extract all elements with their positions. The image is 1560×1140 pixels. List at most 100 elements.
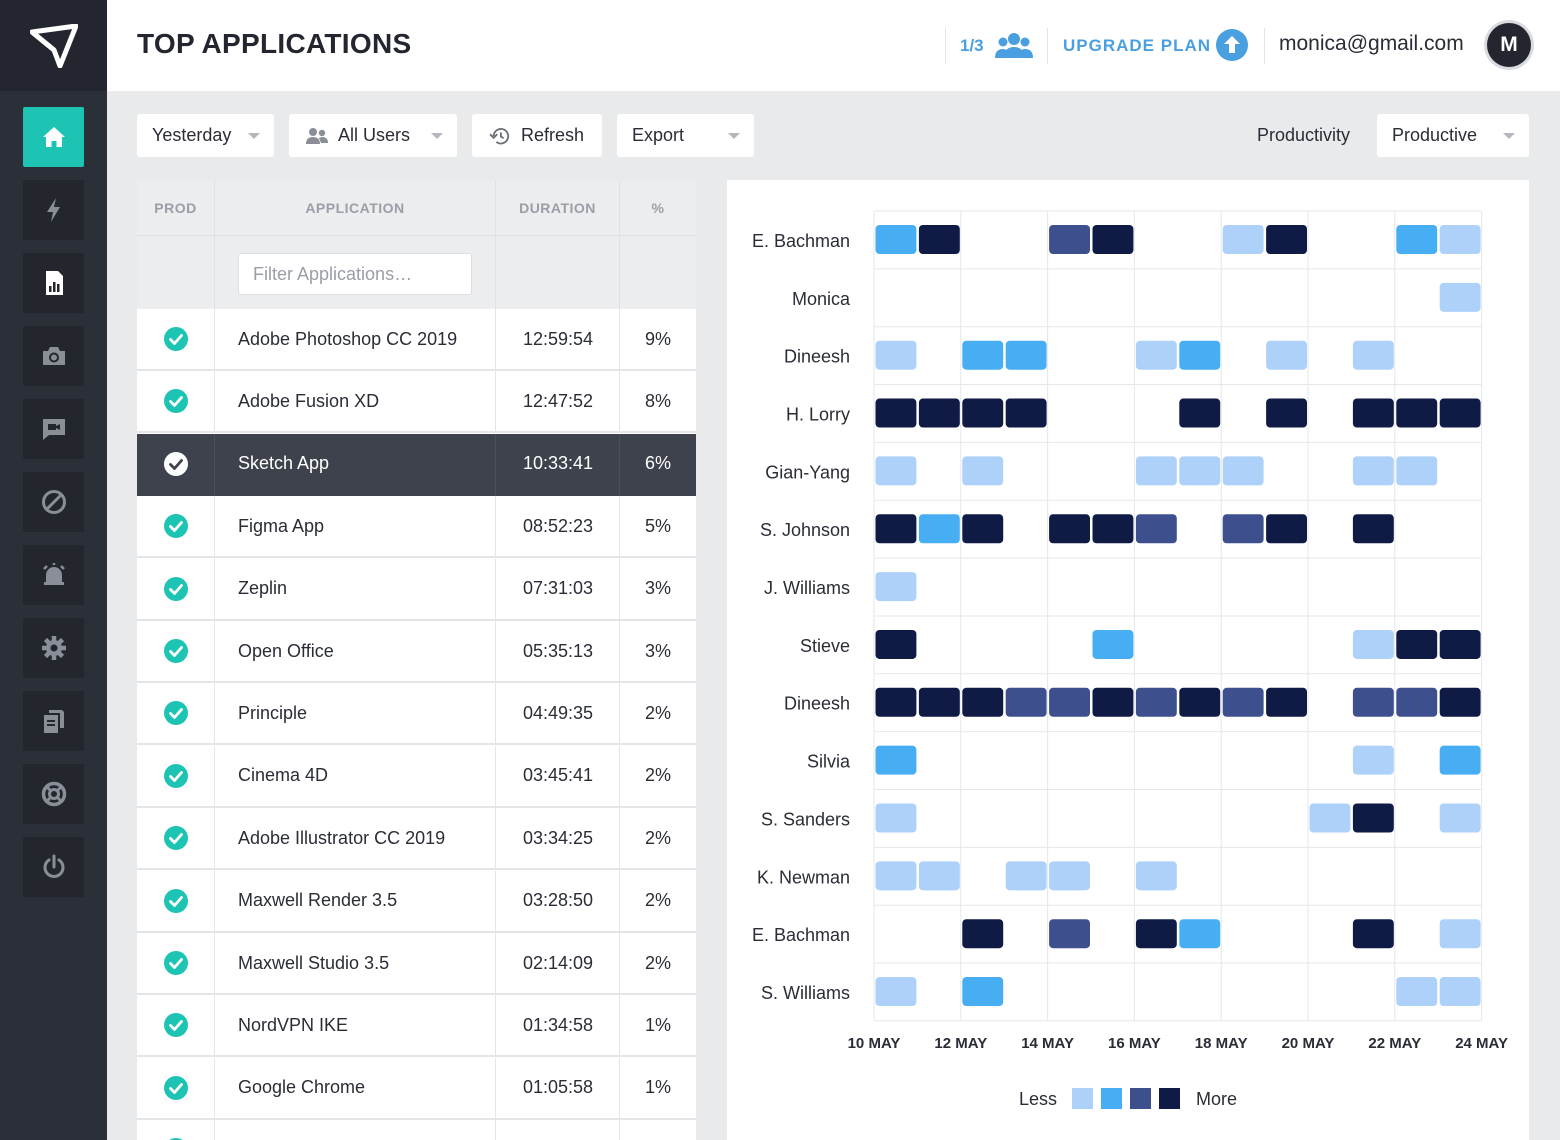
- filter-applications-input[interactable]: [238, 253, 472, 295]
- refresh-button[interactable]: Refresh: [472, 114, 602, 157]
- top-header: TOP APPLICATIONS 1/3 UPGRADE PLAN monica…: [107, 0, 1560, 91]
- table-row[interactable]: [137, 1120, 696, 1140]
- table-row[interactable]: Adobe Illustrator CC 2019 03:34:25 2%: [137, 808, 696, 871]
- application-name: Adobe Photoshop CC 2019: [238, 328, 458, 349]
- chevron-down-icon: [248, 133, 260, 139]
- x-axis-label: 12 MAY: [934, 1035, 987, 1052]
- duration-value: 07:31:03: [522, 578, 594, 599]
- prod-cell: [137, 434, 214, 494]
- nav-screenshots[interactable]: [23, 326, 84, 386]
- nav-alerts[interactable]: [23, 545, 84, 605]
- table-row[interactable]: Principle 04:49:35 2%: [137, 683, 696, 746]
- x-axis-label: 10 MAY: [848, 1035, 901, 1052]
- application-name: Google Chrome: [238, 1077, 366, 1098]
- date-filter-dropdown[interactable]: Yesterday: [137, 114, 274, 157]
- heatmap-cell: [1352, 629, 1394, 659]
- row-label: Stieve: [800, 636, 850, 656]
- percent-value: 2%: [644, 952, 671, 973]
- prod-cell: [137, 621, 214, 681]
- heatmap-cell: [1135, 340, 1177, 370]
- heatmap-cell: [1049, 861, 1090, 891]
- nav-settings[interactable]: [23, 618, 84, 678]
- column-header-prod[interactable]: PROD: [137, 180, 215, 235]
- heatmap-cell: [962, 398, 1004, 428]
- nav-home[interactable]: [23, 107, 84, 167]
- heatmap-cell: [1266, 687, 1307, 717]
- check-circle-icon: [163, 701, 188, 726]
- row-label: Dineesh: [784, 694, 850, 714]
- export-dropdown[interactable]: Export: [617, 114, 754, 157]
- row-label: S. Williams: [761, 983, 850, 1003]
- heatmap-chart: E. Bachman Monica Dineesh H. Lorry Gian-Yang…: [752, 210, 1508, 1109]
- table-row[interactable]: Sketch App 10:33:41 6%: [137, 433, 696, 496]
- logo-icon: [29, 23, 78, 68]
- heatmap-cell: [1266, 225, 1307, 254]
- heatmap-cell: [1266, 340, 1307, 370]
- nav-copies[interactable]: [23, 691, 84, 751]
- lightning-icon: [46, 198, 60, 222]
- prod-cell: [137, 808, 214, 868]
- application-name: Figma App: [238, 515, 325, 536]
- user-email[interactable]: monica@gmail.com: [1279, 32, 1464, 55]
- x-axis-label: 20 MAY: [1282, 1035, 1335, 1052]
- row-label: Monica: [792, 289, 851, 309]
- row-label: Silvia: [807, 752, 851, 772]
- check-circle-icon: [163, 1013, 188, 1038]
- column-header-percent[interactable]: %: [620, 180, 696, 235]
- column-header-duration[interactable]: DURATION: [496, 180, 620, 235]
- upgrade-plan-link[interactable]: UPGRADE PLAN: [1063, 36, 1212, 55]
- duration-value: 08:52:23: [522, 515, 594, 536]
- legend-swatch: [1159, 1088, 1180, 1109]
- table-row[interactable]: Adobe Fusion XD 12:47:52 8%: [137, 371, 696, 434]
- row-label: H. Lorry: [786, 404, 850, 424]
- table-row[interactable]: Figma App 08:52:23 5%: [137, 496, 696, 559]
- application-name: Adobe Fusion XD: [238, 390, 380, 411]
- table-row[interactable]: Cinema 4D 03:45:41 2%: [137, 745, 696, 808]
- heatmap-cell: [1396, 687, 1438, 717]
- column-header-application[interactable]: APPLICATION: [215, 180, 496, 235]
- heatmap-cell: [1396, 225, 1438, 254]
- heatmap-cell: [875, 225, 917, 254]
- table-row[interactable]: Open Office 05:35:13 3%: [137, 621, 696, 683]
- nav-reports[interactable]: [23, 253, 84, 313]
- seat-count[interactable]: 1/3: [960, 36, 984, 55]
- table-row[interactable]: Google Chrome 01:05:58 1%: [137, 1057, 696, 1120]
- team-icon[interactable]: [994, 30, 1034, 60]
- user-filter-dropdown[interactable]: All Users: [289, 114, 457, 157]
- table-row[interactable]: Maxwell Render 3.5 03:28:50 2%: [137, 870, 696, 933]
- heatmap-cell: [1222, 456, 1264, 486]
- chevron-down-icon: [728, 133, 740, 139]
- table-row[interactable]: Adobe Photoshop CC 2019 12:59:54 9%: [137, 309, 696, 371]
- heatmap-cell: [875, 572, 917, 602]
- heatmap-cell: [1005, 398, 1047, 428]
- prod-cell: [137, 683, 214, 743]
- table-row[interactable]: NordVPN IKE 01:34:58 1%: [137, 995, 696, 1058]
- table-row[interactable]: Maxwell Studio 3.5 02:14:09 2%: [137, 933, 696, 995]
- copy-icon: [43, 710, 64, 733]
- heatmap-cell: [1396, 456, 1438, 486]
- table-row[interactable]: Zeplin 07:31:03 3%: [137, 558, 696, 621]
- refresh-label: Refresh: [521, 125, 585, 145]
- heatmap-cell: [962, 514, 1004, 544]
- nav-logout[interactable]: [23, 837, 84, 897]
- logo[interactable]: [0, 0, 107, 91]
- nav-blocked[interactable]: [23, 472, 84, 532]
- heatmap-cell: [1179, 456, 1221, 486]
- duration-value: 02:14:09: [522, 952, 594, 973]
- heatmap-cell: [918, 687, 960, 717]
- heatmap-cell: [1439, 919, 1481, 949]
- productivity-dropdown[interactable]: Productive: [1377, 114, 1529, 157]
- nav-activity[interactable]: [23, 180, 84, 240]
- heatmap-cell: [875, 745, 917, 775]
- heatmap-cell: [1179, 919, 1221, 949]
- sidebar: [0, 0, 107, 1140]
- heatmap-cell: [1135, 687, 1177, 717]
- nav-support[interactable]: [23, 764, 84, 824]
- avatar[interactable]: M: [1487, 23, 1531, 67]
- arrow-up-circle-icon[interactable]: [1215, 28, 1249, 62]
- heatmap-cell: [1005, 340, 1047, 370]
- legend-swatch: [1130, 1088, 1151, 1109]
- x-axis-label: 16 MAY: [1108, 1035, 1161, 1052]
- check-circle-icon: [163, 888, 188, 913]
- nav-video[interactable]: [23, 399, 84, 459]
